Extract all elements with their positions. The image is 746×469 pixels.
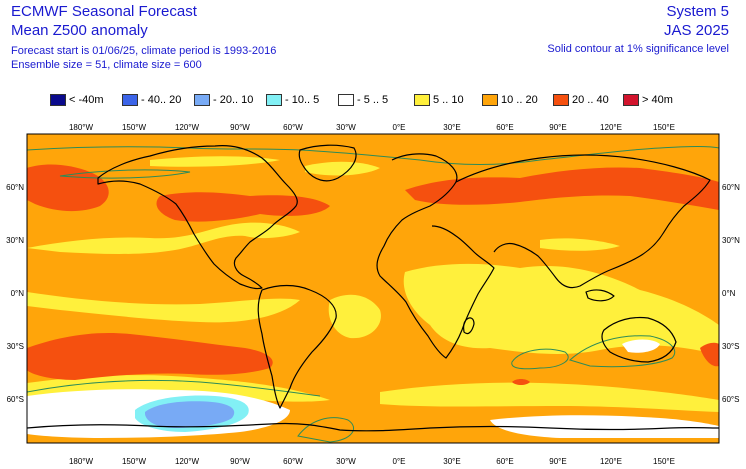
contour-southern [27,379,321,397]
lon-label-30w: 30°W [336,123,356,132]
legend-swatch [122,94,138,106]
map-frame [26,133,720,444]
greenland-coast [298,144,357,182]
lon-label-60w: 60°W [283,123,303,132]
lon-label-120e: 120°E [600,123,622,132]
north-america-coast [97,145,298,290]
lon-label-0e: 0°E [393,123,406,132]
legend-swatch [194,94,210,106]
lon-label-90e: 90°E [549,457,566,466]
contour-indian-west [511,348,569,370]
yellow-equatorial-pacific [27,292,300,323]
red-south-pacific [27,332,273,380]
left-lat-labels: 60°N 30°N 0°N 30°S 60°S [6,183,24,404]
yellow-asia-band [540,238,620,251]
legend-label: > 40m [642,94,673,106]
legend-label: < -40m [69,94,104,106]
legend-label: 20 .. 40 [572,94,609,106]
yellow-north-pacific [27,222,300,254]
legend-swatch [50,94,66,106]
lat-label-60s: 60°S [722,395,739,404]
yellow-south-atlantic [328,294,381,339]
contour-weddell [297,417,354,443]
legend-swatch [414,94,430,106]
lon-label-120e: 120°E [600,457,622,466]
legend-swatch [482,94,498,106]
lon-label-180w: 180°W [69,457,94,466]
yellow-southern-east [380,382,719,412]
lon-label-180w: 180°W [69,123,94,132]
yellow-north-band [150,156,280,167]
lat-label-30s: 30°S [7,342,24,351]
top-lon-labels: 180°W 150°W 120°W 90°W 60°W 30°W 0°E 30°… [69,123,675,132]
period-label: JAS 2025 [663,22,729,39]
title: ECMWF Seasonal Forecast [11,3,197,20]
white-antarctic-east [490,415,719,438]
lat-label-30n: 30°N [6,236,24,245]
lon-label-150e: 150°E [653,457,675,466]
lat-label-0n: 0°N [11,289,25,298]
yellow-north-atlantic [305,161,380,176]
contour-australia [569,335,676,368]
lat-label-0n: 0°N [722,289,736,298]
south-america-coast [257,284,337,409]
antarctica-coast [27,422,719,432]
anomaly-20-10-area [145,401,235,428]
legend-swatch [338,94,354,106]
contour-arctic [27,146,719,165]
lon-label-90w: 90°W [230,123,250,132]
right-lat-labels: 60°N 30°N 0°N 30°S 60°S [722,183,740,404]
legend-label: - 40.. 20 [141,94,182,106]
lon-label-60e: 60°E [496,457,513,466]
white-australia [622,339,660,353]
lon-label-90w: 90°W [230,457,250,466]
coastlines [27,144,719,432]
lon-label-60w: 60°W [283,457,303,466]
legend-swatch [623,94,639,106]
bottom-lon-labels: 180°W 150°W 120°W 90°W 60°W 30°W 0°E 30°… [69,457,675,466]
asia-coast [455,154,711,289]
lon-label-60e: 60°E [496,123,513,132]
lon-label-150w: 150°W [122,457,147,466]
lon-label-30w: 30°W [336,457,356,466]
indonesia-coast [585,289,615,302]
australia-coast [601,316,677,363]
legend-swatch [266,94,282,106]
lon-label-150w: 150°W [122,123,147,132]
legend-label: - 10.. 5 [285,94,320,106]
significance-contours [27,146,719,443]
red-indian-dot [512,379,530,385]
lat-label-60n: 60°N [722,183,740,192]
lat-label-60s: 60°S [7,395,24,404]
legend-label: - 5 .. 5 [357,94,389,106]
lat-label-60n: 60°N [6,183,24,192]
legend-swatch [553,94,569,106]
system-label: System 5 [666,3,729,20]
contour-pacific [59,169,191,179]
contour-note: Solid contour at 1% significance level [547,43,729,55]
legend-label: 5 .. 10 [433,94,464,106]
red-east-edge [700,342,719,367]
lon-label-120w: 120°W [175,457,200,466]
red-eurasia [405,167,719,210]
lon-label-90e: 90°E [549,123,566,132]
lon-label-0e: 0°E [393,457,406,466]
lon-label-150e: 150°E [653,123,675,132]
red-alaska [27,164,109,212]
variable-title: Mean Z500 anomaly [11,22,148,39]
lon-label-30e: 30°E [443,457,460,466]
lon-label-120w: 120°W [175,123,200,132]
legend-label: - 20.. 10 [213,94,254,106]
europe-africa-coast [376,153,495,359]
lat-label-30n: 30°N [722,236,740,245]
madagascar-coast [463,317,475,335]
forecast-info: Forecast start is 01/06/25, climate peri… [11,45,277,57]
legend-label: 10 .. 20 [501,94,538,106]
ensemble-info: Ensemble size = 51, climate size = 600 [11,59,202,71]
lon-label-30e: 30°E [443,123,460,132]
lat-label-30s: 30°S [722,342,739,351]
